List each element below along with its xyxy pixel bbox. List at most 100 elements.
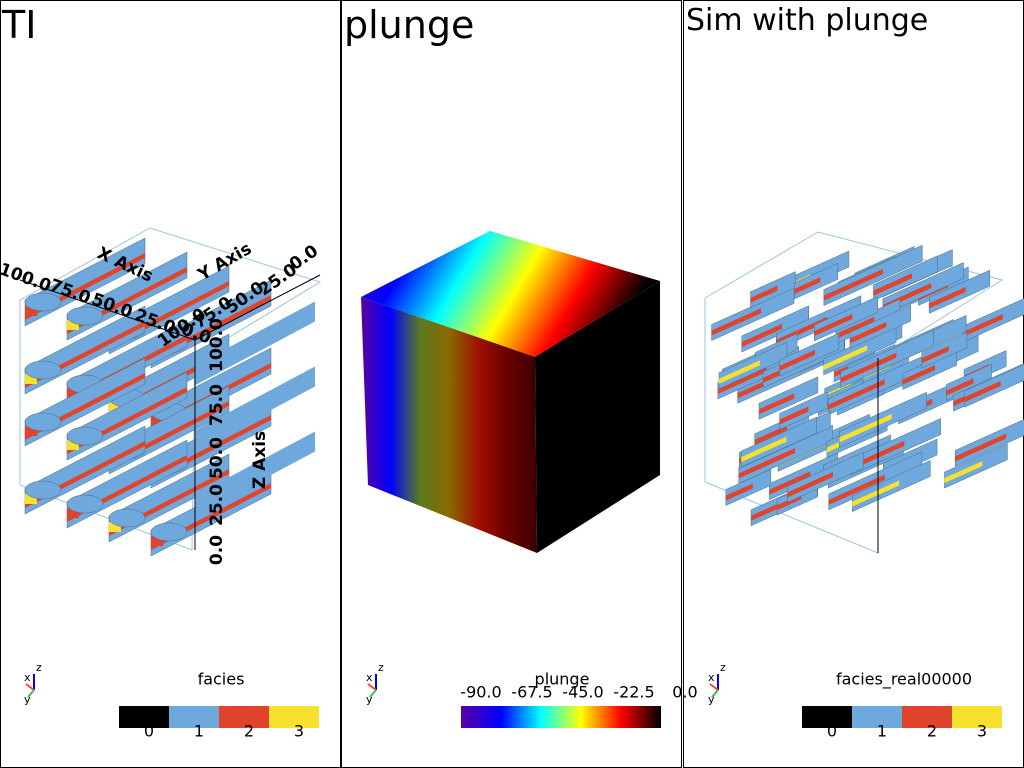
blob-stripe bbox=[814, 313, 853, 336]
axis-edge bbox=[194, 274, 321, 341]
blob-stripe bbox=[741, 323, 782, 347]
colorbar-label: -45.0 bbox=[562, 683, 603, 702]
z-tick-label: 75.0 bbox=[207, 384, 227, 426]
plunge-scene bbox=[361, 231, 660, 553]
blob-stripe bbox=[823, 268, 883, 301]
colorbar-title: facies_real00000 bbox=[836, 670, 972, 690]
rod-end bbox=[66, 426, 104, 446]
colorbar-gradient bbox=[461, 706, 661, 728]
colorbar-swatch bbox=[169, 706, 219, 728]
colorbar-label: -22.5 bbox=[613, 683, 654, 702]
blob-stripe bbox=[902, 364, 936, 385]
blob-stripe bbox=[711, 308, 762, 336]
orient-label: z bbox=[378, 661, 384, 674]
rod-end bbox=[150, 522, 188, 542]
rod-cap bbox=[25, 426, 37, 436]
colorbar-title: plunge bbox=[535, 670, 590, 689]
z-tick-label: 25.0 bbox=[207, 484, 227, 526]
rod-cap bbox=[109, 402, 121, 412]
blob-stripe bbox=[946, 378, 974, 396]
blob-stripe bbox=[769, 471, 811, 495]
blob-stripe bbox=[873, 273, 913, 296]
cube-top bbox=[361, 231, 660, 357]
blob-stripe bbox=[823, 345, 868, 370]
blob-stripe bbox=[738, 448, 796, 479]
x-tick-label: 100.0 bbox=[0, 259, 54, 296]
rod-cap bbox=[67, 320, 79, 330]
orient-axis bbox=[711, 689, 719, 698]
z-tick-label: 0.0 bbox=[207, 535, 227, 565]
orient-label: z bbox=[720, 661, 726, 674]
rod-cap bbox=[109, 522, 121, 532]
rod-side bbox=[195, 431, 315, 516]
blob-stripe bbox=[840, 352, 897, 383]
blob-stripe bbox=[759, 393, 795, 415]
rod-end bbox=[66, 306, 104, 326]
colorbar-label: 3 bbox=[977, 722, 987, 741]
orient-axis bbox=[367, 683, 377, 691]
colorbar-swatch bbox=[802, 706, 852, 728]
blob-stripe bbox=[725, 483, 753, 501]
blob-stripe bbox=[750, 285, 778, 303]
rod-side bbox=[195, 301, 315, 386]
blob-stripe bbox=[964, 380, 1001, 403]
panel-title: TI bbox=[1, 3, 36, 47]
colorbar-label: 1 bbox=[194, 722, 204, 741]
blob-stripe bbox=[779, 349, 816, 371]
axis-label: Z Axis bbox=[250, 431, 270, 489]
ti-scene bbox=[19, 227, 322, 557]
blob-stripe bbox=[849, 322, 887, 344]
rod-side bbox=[195, 366, 315, 451]
orient-axis bbox=[709, 683, 719, 691]
orient-label: y bbox=[366, 693, 373, 706]
colorbar-label: 3 bbox=[294, 722, 304, 741]
blob-stripe bbox=[962, 314, 1003, 338]
blob-stripe bbox=[839, 413, 892, 443]
cube-side bbox=[535, 281, 660, 553]
colorbar-label: -67.5 bbox=[511, 683, 552, 702]
z-tick-label: 50.0 bbox=[207, 437, 227, 479]
colorbar-swatch bbox=[269, 706, 319, 728]
colorbar-swatch bbox=[219, 706, 269, 728]
blob-stripe bbox=[794, 277, 821, 294]
colorbar-swatch bbox=[119, 706, 169, 728]
colorbar-swatch bbox=[902, 706, 952, 728]
axis-edge bbox=[19, 279, 196, 341]
orient-axis bbox=[369, 689, 377, 698]
blob-stripe bbox=[955, 433, 1007, 462]
rod-cap bbox=[151, 536, 163, 546]
colorbar-label: 2 bbox=[927, 722, 937, 741]
colorbar-label: 0 bbox=[144, 722, 154, 741]
blob-stripe bbox=[787, 471, 834, 498]
colorbar-label: 2 bbox=[244, 722, 254, 741]
rod-end bbox=[108, 508, 146, 528]
panel-title: Sim with plunge bbox=[686, 3, 928, 38]
rod-end bbox=[24, 292, 62, 312]
orient-label: y bbox=[708, 693, 715, 706]
orient-label: z bbox=[36, 661, 42, 674]
blob-stripe bbox=[741, 436, 787, 463]
rod-cap bbox=[25, 374, 37, 384]
orient-label: x bbox=[708, 671, 715, 684]
orient-label: y bbox=[24, 693, 31, 706]
cube-front bbox=[361, 297, 537, 553]
rod-cap bbox=[67, 388, 79, 398]
colorbar-label: 0 bbox=[827, 722, 837, 741]
colorbar-title: facies bbox=[198, 670, 245, 689]
blob-stripe bbox=[779, 406, 809, 425]
rod-cap bbox=[67, 508, 79, 518]
blob-stripe bbox=[944, 461, 983, 484]
blob-stripe bbox=[835, 316, 875, 340]
orient-label: x bbox=[366, 671, 373, 684]
colorbar-label: 0.0 bbox=[672, 683, 697, 702]
colorbar-label: 1 bbox=[877, 722, 887, 741]
z-tick-label: 100.0 bbox=[207, 318, 227, 372]
colorbars: facies 0 1 2 3 facies_real00000 0 1 2 3 plunge -90.… bbox=[119, 670, 1002, 741]
panel-title: plunge bbox=[344, 3, 474, 47]
rod-cap bbox=[67, 440, 79, 450]
rod-end bbox=[24, 412, 62, 432]
orient-label: x bbox=[24, 671, 31, 684]
blob-stripe bbox=[718, 360, 760, 384]
blob-stripe bbox=[852, 480, 900, 507]
